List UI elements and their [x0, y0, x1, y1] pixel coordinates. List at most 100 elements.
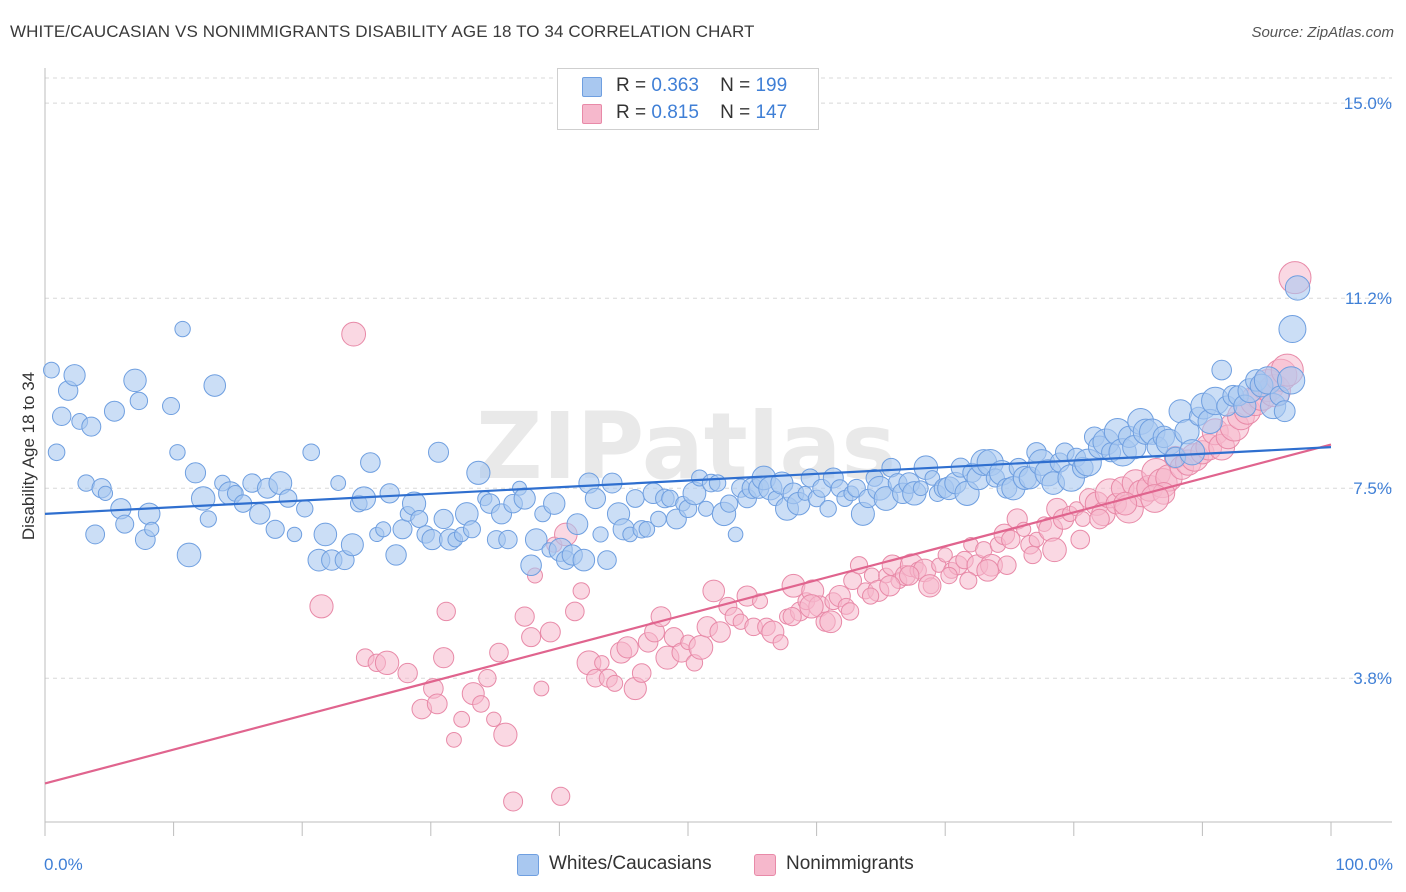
data-point-nonimmigrants — [486, 711, 502, 727]
y-axis-title: Disability Age 18 to 34 — [19, 372, 38, 540]
data-point-whites — [43, 361, 60, 379]
data-point-whites — [249, 503, 271, 525]
chart-title: WHITE/CAUCASIAN VS NONIMMIGRANTS DISABIL… — [10, 22, 755, 41]
data-point-whites — [572, 548, 596, 572]
data-point-whites — [513, 487, 536, 510]
data-point-whites — [123, 368, 147, 393]
data-point-nonimmigrants — [772, 634, 789, 651]
legend-swatch-nonimmigrants — [582, 104, 602, 124]
trend-line-whites — [44, 446, 1332, 515]
data-point-whites — [433, 508, 454, 530]
legend-r-label: R = — [616, 75, 647, 96]
data-point-whites — [524, 528, 548, 551]
data-point-nonimmigrants — [702, 579, 726, 603]
y-tick-label: 3.8% — [1353, 669, 1392, 688]
chart-source: Source: ZipAtlas.com — [1251, 24, 1394, 41]
data-point-whites — [1284, 275, 1311, 301]
data-point-nonimmigrants — [840, 602, 860, 621]
data-point-whites — [708, 474, 727, 492]
data-point-whites — [360, 452, 381, 473]
x-tick-label: 100.0% — [1335, 855, 1393, 874]
data-point-nonimmigrants — [565, 601, 585, 622]
bottom-legend-label-whites: Whites/Caucasians — [549, 853, 712, 874]
data-point-whites — [330, 475, 347, 491]
data-point-nonimmigrants — [478, 669, 497, 688]
data-point-whites — [1278, 315, 1307, 344]
data-point-nonimmigrants — [1023, 545, 1042, 565]
data-point-whites — [592, 526, 609, 543]
data-point-whites — [203, 374, 227, 397]
data-point-nonimmigrants — [862, 587, 880, 605]
legend-n-label: N = — [720, 102, 751, 123]
data-point-nonimmigrants — [752, 593, 769, 610]
data-point-nonimmigrants — [631, 663, 652, 683]
data-point-whites — [176, 542, 202, 568]
data-point-whites — [286, 526, 303, 543]
data-point-whites — [410, 510, 429, 529]
data-point-nonimmigrants — [514, 606, 535, 627]
data-point-nonimmigrants — [436, 601, 456, 622]
y-tick-label: 11.2% — [1345, 289, 1392, 308]
data-point-whites — [566, 513, 589, 536]
data-point-whites — [184, 462, 207, 484]
data-point-whites — [169, 444, 186, 461]
data-point-nonimmigrants — [1140, 484, 1170, 513]
data-point-whites — [698, 500, 715, 517]
data-point-whites — [1211, 359, 1232, 381]
data-point-nonimmigrants — [879, 575, 901, 597]
data-point-whites — [302, 443, 321, 462]
data-point-nonimmigrants — [503, 791, 524, 812]
data-point-whites — [543, 492, 566, 515]
data-point-nonimmigrants — [616, 636, 639, 659]
data-point-nonimmigrants — [997, 555, 1017, 575]
data-point-whites — [63, 364, 86, 387]
data-point-whites — [625, 489, 645, 508]
data-point-whites — [137, 502, 161, 526]
data-point-whites — [52, 406, 72, 427]
data-point-nonimmigrants — [606, 674, 624, 692]
x-tick-label: 0.0% — [44, 855, 83, 874]
data-point-nonimmigrants — [709, 621, 731, 643]
legend: R = 0.363 N = 199 R = 0.815 N = 147 — [557, 68, 819, 130]
data-point-nonimmigrants — [1070, 529, 1091, 550]
data-point-nonimmigrants — [898, 565, 920, 586]
data-point-whites — [265, 519, 285, 539]
data-point-nonimmigrants — [572, 582, 590, 600]
data-point-nonimmigrants — [1074, 511, 1091, 527]
data-point-nonimmigrants — [688, 635, 714, 660]
data-point-nonimmigrants — [493, 722, 518, 747]
data-point-nonimmigrants — [539, 621, 561, 643]
data-point-nonimmigrants — [976, 559, 999, 582]
data-point-whites — [278, 489, 298, 508]
data-point-whites — [174, 320, 191, 338]
data-point-whites — [375, 521, 392, 538]
data-point-whites — [115, 514, 135, 534]
data-point-whites — [162, 397, 181, 416]
data-point-whites — [392, 519, 413, 540]
data-point-whites — [379, 483, 400, 504]
data-point-nonimmigrants — [426, 693, 448, 715]
data-point-whites — [584, 487, 607, 510]
data-point-whites — [462, 520, 481, 539]
legend-n-value-nonimmigrants: 147 — [755, 102, 788, 123]
data-point-whites — [340, 533, 364, 557]
trend-lines — [44, 443, 1332, 785]
data-point-whites — [103, 400, 125, 422]
legend-r-label: R = — [616, 102, 647, 123]
y-tick-label: 7.5% — [1353, 479, 1392, 498]
data-point-whites — [81, 416, 102, 437]
data-point-nonimmigrants — [940, 566, 958, 585]
legend-swatch-whites — [582, 77, 602, 97]
data-point-whites — [720, 494, 739, 513]
data-point-whites — [199, 510, 217, 528]
data-point-nonimmigrants — [1089, 508, 1110, 530]
bottom-legend: Whites/Caucasians Nonimmigrants — [0, 852, 1406, 878]
data-point-nonimmigrants — [446, 731, 462, 748]
y-tick-label: 15.0% — [1344, 94, 1392, 113]
data-point-whites — [385, 544, 407, 566]
data-point-nonimmigrants — [1042, 537, 1067, 563]
data-point-nonimmigrants — [489, 642, 509, 663]
data-point-nonimmigrants — [453, 710, 471, 728]
data-point-whites — [650, 510, 667, 528]
